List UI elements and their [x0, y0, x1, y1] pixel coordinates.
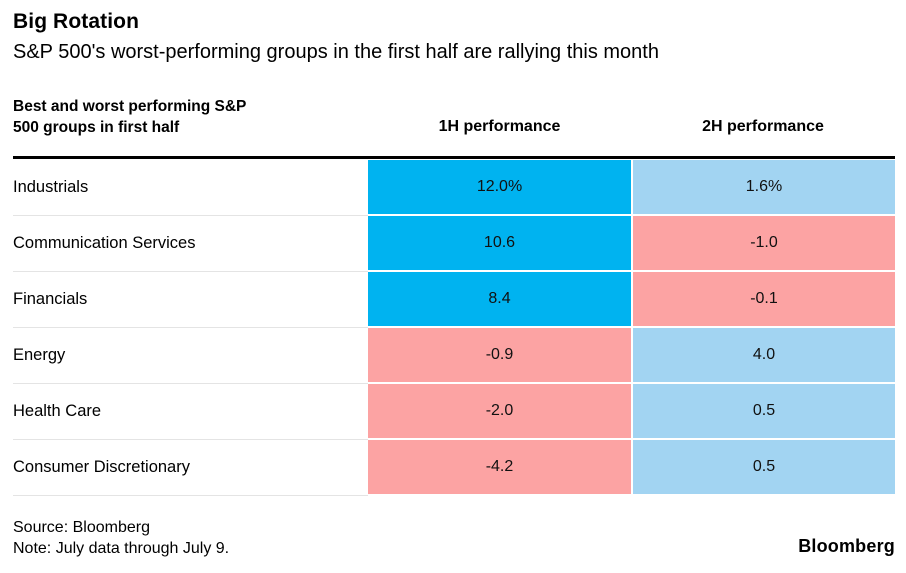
column-header-2h: 2H performance [702, 118, 824, 135]
header-rule [13, 156, 895, 159]
cell-2h-value: 0.5 [631, 384, 895, 440]
row-label: Energy [13, 328, 368, 384]
cell-2h-value: 4.0 [631, 328, 895, 384]
table-row-health-care: Health Care -2.0 0.5 [13, 384, 895, 440]
source-text: Source: Bloomberg [13, 519, 150, 536]
chart-title: Big Rotation [13, 10, 140, 33]
cell-1h-value: 12.0% [368, 160, 631, 216]
row-label: Communication Services [13, 216, 368, 272]
row-label: Financials [13, 272, 368, 328]
row-group-header-line2: 500 groups in first half [13, 119, 180, 136]
cell-1h-value: -4.2 [368, 440, 631, 496]
table-header-row: Best and worst performing S&P 500 groups… [13, 96, 895, 140]
row-group-header-line1: Best and worst performing S&P [13, 98, 247, 115]
performance-table: Best and worst performing S&P 500 groups… [13, 96, 895, 496]
bloomberg-logo: Bloomberg [798, 536, 895, 556]
cell-1h-value: 8.4 [368, 272, 631, 328]
chart-subtitle: S&P 500's worst-performing groups in the… [13, 41, 659, 63]
table-body: Industrials 12.0% 1.6% Communication Ser… [13, 160, 895, 496]
table-row-consumer-discretionary: Consumer Discretionary -4.2 0.5 [13, 440, 895, 496]
cell-2h-value: 1.6% [631, 160, 895, 216]
cell-1h-value: -2.0 [368, 384, 631, 440]
column-header-1h: 1H performance [438, 118, 561, 135]
cell-1h-value: 10.6 [368, 216, 631, 272]
table-row-financials: Financials 8.4 -0.1 [13, 272, 895, 328]
cell-2h-value: 0.5 [631, 440, 895, 496]
row-label: Consumer Discretionary [13, 440, 368, 496]
footnotes: Source: Bloomberg Note: July data throug… [13, 517, 229, 559]
chart-footer: Source: Bloomberg Note: July data throug… [13, 517, 895, 559]
table-row-communication-services: Communication Services 10.6 -1.0 [13, 216, 895, 272]
note-text: Note: July data through July 9. [13, 540, 230, 557]
row-group-header: Best and worst performing S&P 500 groups… [13, 96, 368, 140]
row-label: Industrials [13, 160, 368, 216]
cell-2h-value: -1.0 [631, 216, 895, 272]
row-label: Health Care [13, 384, 368, 440]
cell-1h-value: -0.9 [368, 328, 631, 384]
table-row-industrials: Industrials 12.0% 1.6% [13, 160, 895, 216]
table-row-energy: Energy -0.9 4.0 [13, 328, 895, 384]
cell-2h-value: -0.1 [631, 272, 895, 328]
